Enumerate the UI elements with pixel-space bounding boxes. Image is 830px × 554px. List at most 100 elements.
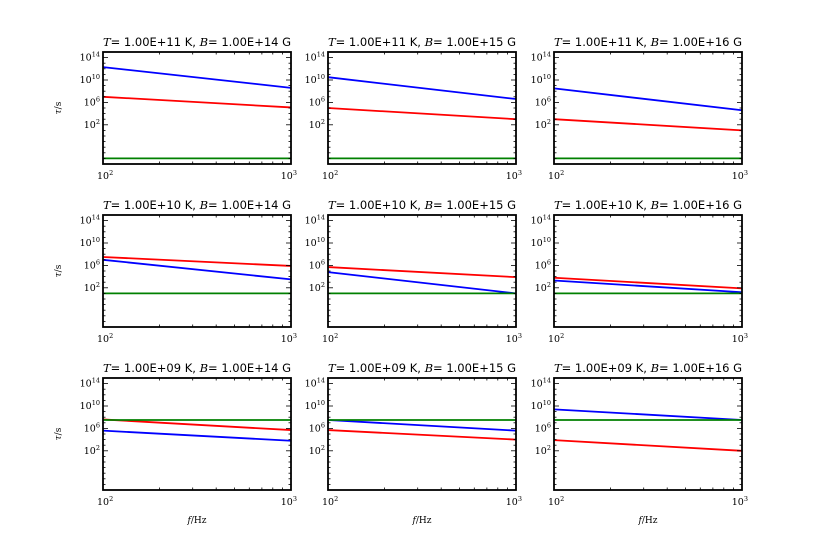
y-tick-label: 1014 xyxy=(531,214,551,227)
title-t-symbol: T xyxy=(554,35,563,49)
tick-base: 10 xyxy=(80,379,92,390)
subplot-title: T= 1.00E+09 K, B= 1.00E+16 G xyxy=(554,361,742,375)
tick-base: 10 xyxy=(305,216,317,227)
tick-exponent: 3 xyxy=(744,495,748,503)
tick-exponent: 6 xyxy=(321,258,325,266)
tick-exponent: 14 xyxy=(92,51,100,59)
x-tick-label: 103 xyxy=(506,169,522,182)
tick-base: 10 xyxy=(531,379,543,390)
subplot-3: T= 1.00E+11 K, B= 1.00E+16 G102106101010… xyxy=(531,35,748,182)
tick-base: 10 xyxy=(531,238,543,249)
tick-base: 10 xyxy=(506,171,518,182)
subplot-title: T= 1.00E+11 K, B= 1.00E+15 G xyxy=(328,35,516,49)
y-tick-label: 106 xyxy=(309,95,325,108)
tick-base: 10 xyxy=(84,260,96,271)
y-tick-label: 102 xyxy=(84,444,100,457)
x-tick-label: 103 xyxy=(281,495,297,508)
tick-exponent: 10 xyxy=(92,236,100,244)
series-line-blue xyxy=(102,66,292,89)
tick-base: 10 xyxy=(84,446,96,457)
tick-exponent: 2 xyxy=(547,444,551,452)
x-tick-label: 102 xyxy=(322,169,338,182)
x-label-symbol: f xyxy=(638,516,644,526)
title-t-symbol: T xyxy=(554,198,563,212)
subplot-title: T= 1.00E+10 K, B= 1.00E+16 G xyxy=(554,198,742,212)
tick-base: 10 xyxy=(309,97,321,108)
y-axis-label: τ/s xyxy=(54,264,64,277)
x-tick-label: 102 xyxy=(322,332,338,345)
subplot-title: T= 1.00E+09 K, B= 1.00E+15 G xyxy=(328,361,516,375)
title-temperature: = 1.00E+10 K, xyxy=(562,198,651,212)
tick-base: 10 xyxy=(309,260,321,271)
tick-base: 10 xyxy=(305,53,317,64)
tick-exponent: 2 xyxy=(321,118,325,126)
x-label-symbol: f xyxy=(412,516,418,526)
series-line-blue xyxy=(102,429,292,442)
x-tick-label: 102 xyxy=(548,169,564,182)
x-tick-label: 103 xyxy=(506,332,522,345)
tick-base: 10 xyxy=(535,260,547,271)
title-b-symbol: B xyxy=(199,198,208,212)
y-tick-label: 1010 xyxy=(80,399,100,412)
y-tick-label: 102 xyxy=(535,118,551,131)
title-t-symbol: T xyxy=(328,361,337,375)
title-field: = 1.00E+16 G xyxy=(659,361,742,375)
title-b-symbol: B xyxy=(199,35,208,49)
x-tick-label: 103 xyxy=(732,169,748,182)
tick-exponent: 2 xyxy=(109,169,113,177)
y-tick-label: 1010 xyxy=(531,236,551,249)
tick-base: 10 xyxy=(531,75,543,86)
y-tick-label: 106 xyxy=(84,421,100,434)
subplot-6: T= 1.00E+10 K, B= 1.00E+16 G102106101010… xyxy=(531,198,748,345)
tick-exponent: 2 xyxy=(334,495,338,503)
y-tick-label: 1014 xyxy=(80,51,100,64)
x-tick-label: 102 xyxy=(97,169,113,182)
subplot-title: T= 1.00E+10 K, B= 1.00E+14 G xyxy=(103,198,291,212)
tick-exponent: 3 xyxy=(518,495,522,503)
tick-base: 10 xyxy=(305,238,317,249)
title-field: = 1.00E+15 G xyxy=(433,361,516,375)
tick-base: 10 xyxy=(535,97,547,108)
tick-exponent: 10 xyxy=(92,73,100,81)
series-line-blue xyxy=(553,279,743,294)
tick-base: 10 xyxy=(80,238,92,249)
subplot-title: T= 1.00E+11 K, B= 1.00E+14 G xyxy=(103,35,291,49)
y-tick-label: 1010 xyxy=(305,399,325,412)
tick-base: 10 xyxy=(732,334,744,345)
tick-exponent: 3 xyxy=(518,169,522,177)
tick-exponent: 2 xyxy=(96,281,100,289)
y-label-unit: /s xyxy=(54,264,64,272)
y-tick-label: 1010 xyxy=(80,73,100,86)
y-tick-label: 1010 xyxy=(80,236,100,249)
tick-exponent: 3 xyxy=(518,332,522,340)
x-tick-label: 102 xyxy=(548,495,564,508)
plot-frame xyxy=(327,214,517,328)
plot-frame xyxy=(102,51,292,165)
tick-exponent: 2 xyxy=(109,495,113,503)
tick-exponent: 6 xyxy=(547,421,551,429)
tick-base: 10 xyxy=(535,446,547,457)
tick-base: 10 xyxy=(309,120,321,131)
tick-exponent: 2 xyxy=(96,444,100,452)
tick-base: 10 xyxy=(97,334,109,345)
x-tick-label: 102 xyxy=(97,495,113,508)
y-tick-label: 1014 xyxy=(531,51,551,64)
y-tick-label: 102 xyxy=(84,118,100,131)
y-axis-label: τ/s xyxy=(54,101,64,114)
y-tick-label: 102 xyxy=(309,118,325,131)
title-field: = 1.00E+15 G xyxy=(433,198,516,212)
series-line-red xyxy=(553,439,743,452)
tick-exponent: 2 xyxy=(560,169,564,177)
tick-base: 10 xyxy=(322,171,334,182)
tick-base: 10 xyxy=(535,423,547,434)
tick-exponent: 6 xyxy=(547,258,551,266)
tick-base: 10 xyxy=(531,401,543,412)
title-t-symbol: T xyxy=(328,198,337,212)
title-b-symbol: B xyxy=(424,361,433,375)
tick-base: 10 xyxy=(531,53,543,64)
title-temperature: = 1.00E+11 K, xyxy=(336,35,425,49)
tick-base: 10 xyxy=(281,334,293,345)
x-tick-label: 103 xyxy=(281,169,297,182)
title-b-symbol: B xyxy=(424,198,433,212)
tick-exponent: 2 xyxy=(109,332,113,340)
